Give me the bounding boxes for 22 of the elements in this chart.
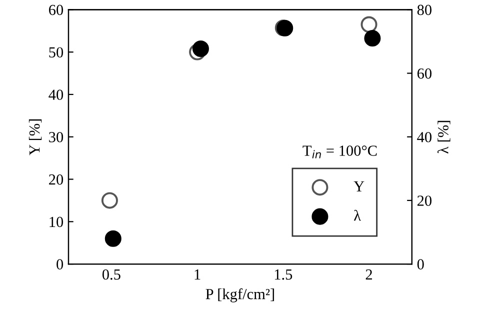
legend-label: Y [354, 181, 364, 192]
x-tick-label: 1 [194, 269, 200, 280]
annotation: T$_{in}$ = 100°C [302, 146, 377, 158]
x-tick-label: 1.5 [274, 269, 292, 280]
y-tick-label: 40 [48, 90, 64, 100]
y2-tick-label: 20 [417, 196, 432, 206]
y-axis-title: Y [%] [28, 119, 42, 156]
y2-axis-title: λ [%] [437, 120, 450, 154]
y2-tick-label: 0 [417, 259, 424, 270]
y2-tick-label: 60 [417, 68, 432, 79]
x-tick-label: 0.5 [102, 269, 120, 280]
y-tick-label: 60 [49, 4, 64, 16]
y-tick-label: 20 [49, 174, 64, 185]
y2-tick-label: 80 [417, 4, 432, 16]
x-axis-title: P [kgf/cm²] [206, 288, 274, 302]
y-tick-label: 50 [49, 47, 64, 58]
y-tick-label: 0 [56, 259, 64, 270]
x-tick-label: 2 [366, 269, 372, 280]
legend-label: λ [354, 210, 361, 221]
y-tick-label: 30 [49, 132, 64, 142]
y2-tick-label: 40 [417, 132, 432, 142]
y-tick-label: 10 [50, 216, 64, 228]
